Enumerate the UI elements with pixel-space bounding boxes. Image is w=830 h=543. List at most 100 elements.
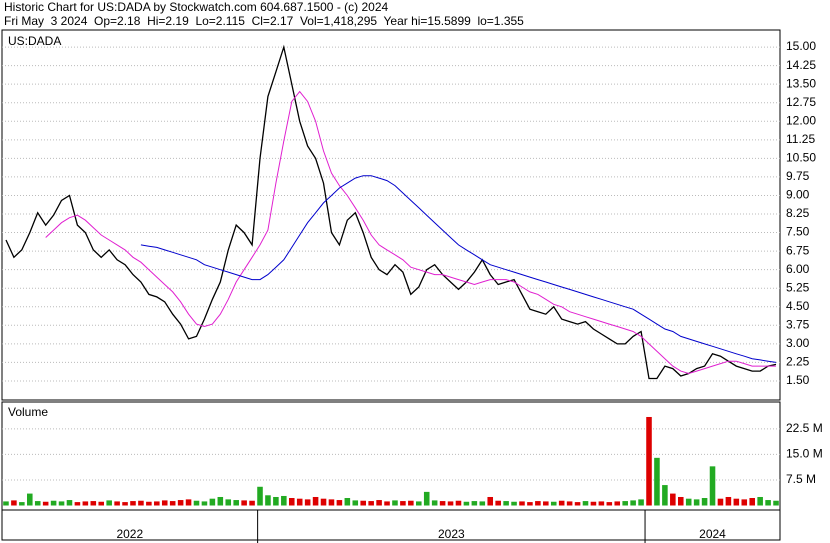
volume-bar — [495, 500, 501, 506]
volume-bar — [511, 501, 517, 506]
volume-bar — [320, 498, 327, 506]
y-tick-label: 12.00 — [786, 113, 816, 127]
volume-bar — [574, 502, 581, 506]
volume-bar — [312, 496, 319, 506]
volume-bar — [66, 500, 73, 506]
date-panel — [1, 509, 781, 541]
volume-title: Volume — [8, 405, 48, 419]
volume-bar — [622, 501, 628, 506]
volume-bar — [34, 501, 41, 506]
y-tick-label: 15.0 M — [786, 447, 823, 461]
volume-bar — [288, 498, 295, 506]
y-tick-label: 6.75 — [786, 243, 810, 257]
y-tick-label: 2.25 — [786, 355, 810, 369]
volume-bar — [42, 501, 49, 506]
volume-bar — [535, 501, 541, 506]
volume-bar — [3, 501, 9, 506]
volume-bar — [693, 499, 700, 506]
volume-bar — [765, 500, 771, 506]
price-panel — [1, 29, 781, 401]
volume-bar — [550, 501, 557, 506]
volume-bar — [90, 501, 97, 506]
volume-bar — [169, 501, 176, 506]
volume-bar — [479, 501, 486, 506]
volume-bar — [249, 500, 255, 506]
volume-bar — [439, 501, 446, 506]
volume-bar — [296, 498, 303, 506]
volume-bar — [19, 502, 25, 506]
y-tick-label: 13.50 — [786, 76, 816, 90]
volume-bar — [733, 498, 740, 506]
volume-bar — [257, 486, 263, 506]
volume-bar — [130, 501, 136, 506]
volume-bar — [185, 499, 192, 506]
volume-bar — [138, 500, 144, 506]
volume-bar — [773, 500, 779, 506]
y-tick-label: 22.5 M — [786, 421, 823, 435]
volume-bar — [685, 498, 692, 506]
volume-bar — [146, 501, 152, 506]
y-tick-label: 7.5 M — [786, 472, 816, 486]
y-tick-label: 14.25 — [786, 58, 816, 72]
volume-bar — [344, 498, 351, 506]
volume-bar — [527, 502, 533, 506]
volume-bar — [265, 495, 271, 506]
volume-bar — [233, 500, 239, 506]
volume-bar — [400, 501, 406, 506]
volume-bar — [98, 501, 105, 506]
volume-bar — [11, 500, 17, 506]
volume-bar — [558, 500, 565, 506]
volume-bar — [566, 501, 573, 506]
volume-bar — [27, 493, 33, 506]
volume-bar — [408, 500, 414, 506]
volume-bar — [58, 501, 65, 506]
volume-bar — [122, 502, 128, 506]
volume-bar — [646, 416, 652, 506]
y-tick-label: 3.75 — [786, 317, 810, 331]
volume-bar — [114, 501, 120, 506]
y-tick-label: 15.00 — [786, 39, 816, 53]
volume-bar — [638, 499, 644, 506]
volume-bar — [177, 500, 184, 506]
y-tick-label: 9.00 — [786, 188, 810, 202]
y-tick-label: 1.50 — [786, 373, 810, 387]
volume-bar — [701, 498, 708, 506]
y-tick-label: 12.75 — [786, 95, 816, 109]
price-line — [45, 90, 776, 375]
symbol-label: US:DADA — [8, 34, 61, 48]
volume-bar — [503, 501, 509, 506]
volume-bar — [749, 498, 755, 506]
volume-bar — [725, 496, 732, 506]
y-tick-label: 8.25 — [786, 206, 810, 220]
header-line: Historic Chart for US:DADA by Stockwatch… — [4, 0, 388, 14]
volume-bar — [741, 499, 748, 506]
volume-bar — [193, 500, 200, 506]
volume-bar — [368, 501, 374, 506]
y-tick-label: 10.50 — [786, 151, 816, 165]
volume-bar — [416, 501, 422, 506]
volume-bar — [447, 501, 454, 506]
x-tick-label: 2023 — [438, 527, 465, 541]
volume-bar — [590, 501, 597, 506]
volume-bar — [654, 457, 660, 506]
x-tick-label: 2022 — [116, 527, 143, 541]
y-tick-label: 7.50 — [786, 225, 810, 239]
volume-bar — [273, 496, 279, 506]
y-tick-label: 11.25 — [786, 132, 815, 146]
volume-bar — [50, 500, 57, 506]
volume-bar — [225, 499, 232, 506]
volume-bar — [677, 496, 684, 506]
volume-bar — [209, 498, 216, 506]
volume-bar — [201, 501, 208, 506]
y-tick-label: 6.00 — [786, 262, 810, 276]
volume-bar — [487, 496, 494, 506]
volume-bar — [471, 501, 478, 506]
volume-bar — [757, 496, 763, 506]
volume-bar — [455, 500, 462, 506]
volume-bar — [241, 500, 247, 506]
y-tick-label: 3.00 — [786, 336, 810, 350]
volume-bar — [360, 500, 366, 506]
y-tick-label: 4.50 — [786, 299, 810, 313]
